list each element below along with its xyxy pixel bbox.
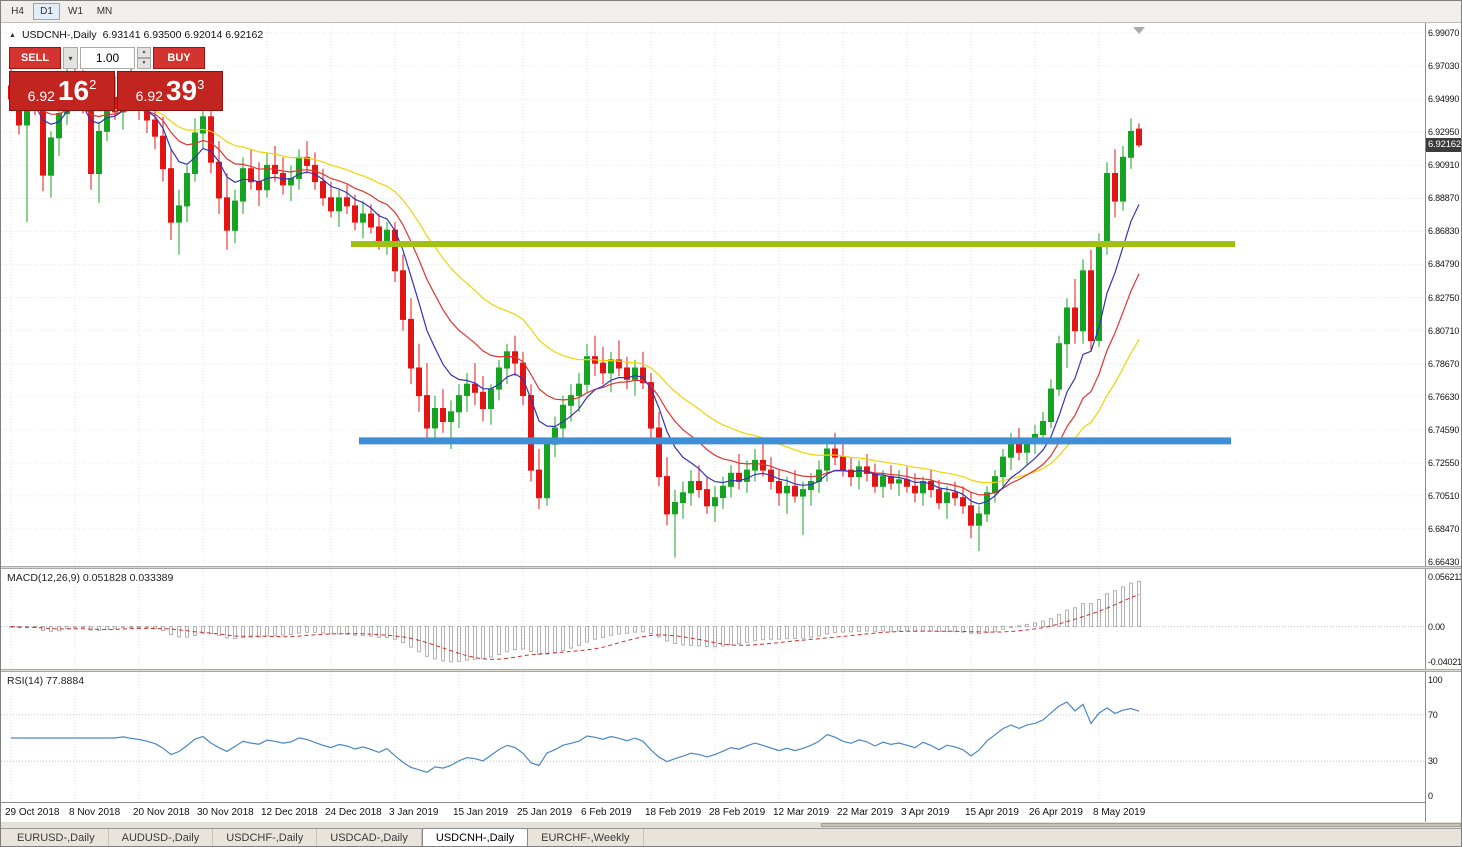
rsi-chart[interactable] <box>1 672 1425 802</box>
current-price-marker: 6.92162 <box>1426 138 1461 152</box>
ask-pip-digit: 3 <box>197 76 205 92</box>
price-axis-label: 6.84790 <box>1428 259 1460 269</box>
candlestick-chart[interactable] <box>1 23 1425 566</box>
macd-axis-label: 0.00 <box>1428 622 1445 632</box>
scrollbar-thumb[interactable] <box>821 823 1461 827</box>
timeframe-toolbar: H4 D1 W1 MN <box>1 1 1461 23</box>
volume-up-icon[interactable]: ▲ <box>137 47 151 58</box>
macd-indicator-panel[interactable]: MACD(12,26,9) 0.051828 0.033389 <box>1 569 1425 669</box>
time-axis-label: 28 Feb 2019 <box>709 807 766 818</box>
sell-price-button[interactable]: 6.92 16 2 <box>9 71 115 111</box>
price-axis-label: 6.66430 <box>1428 557 1460 567</box>
time-axis: 29 Oct 2018 8 Nov 2018 20 Nov 2018 30 Nov 2… <box>1 802 1425 822</box>
timeframe-d1-button[interactable]: D1 <box>33 3 60 20</box>
time-axis-label: 6 Feb 2019 <box>581 807 632 818</box>
time-axis-label: 30 Nov 2018 <box>197 807 254 818</box>
volume-input[interactable] <box>80 47 135 69</box>
ma-medium-line <box>10 98 1140 496</box>
horizontal-scrollbar[interactable] <box>1 822 1461 828</box>
timeframe-w1-button[interactable]: W1 <box>62 3 89 20</box>
ohlc-values: 6.93141 6.93500 6.92014 6.92162 <box>102 29 264 41</box>
chart-tab-bar: EURUSD-,Daily AUDUSD-,Daily USDCHF-,Dail… <box>1 828 1461 846</box>
time-axis-label: 15 Apr 2019 <box>965 807 1019 818</box>
tab-eurchf-weekly[interactable]: EURCHF-,Weekly <box>528 829 644 846</box>
price-axis-label: 6.92950 <box>1428 127 1460 137</box>
rsi-line <box>11 701 1140 773</box>
price-axis-label: 6.94990 <box>1428 94 1460 104</box>
volume-dropdown-icon[interactable]: ▾ <box>63 47 78 69</box>
time-axis-label: 3 Apr 2019 <box>901 807 950 818</box>
macd-indicator-label: MACD(12,26,9) 0.051828 0.033389 <box>7 572 174 584</box>
tab-usdcnh-daily[interactable]: USDCNH-,Daily <box>421 828 529 846</box>
collapse-trade-panel-icon[interactable]: ▲ <box>9 31 16 39</box>
macd-chart[interactable] <box>1 569 1425 669</box>
rsi-axis-label: 0 <box>1428 791 1433 801</box>
time-axis-label: 15 Jan 2019 <box>453 807 509 818</box>
time-axis-label: 24 Dec 2018 <box>325 807 382 818</box>
time-axis-label: 26 Apr 2019 <box>1029 807 1083 818</box>
price-axis-label: 6.90910 <box>1428 160 1460 170</box>
buy-button[interactable]: BUY <box>153 47 205 69</box>
macd-signal-line <box>10 593 1140 660</box>
macd-histogram <box>9 580 1141 663</box>
time-axis-label: 8 Nov 2018 <box>69 807 121 818</box>
volume-spinner: ▲ ▼ <box>137 47 151 69</box>
rsi-indicator-label: RSI(14) 77.8884 <box>7 675 85 687</box>
tab-eurusd-daily[interactable]: EURUSD-,Daily <box>4 829 109 846</box>
panel-splitter[interactable] <box>1 566 1461 569</box>
time-axis-label: 8 May 2019 <box>1093 807 1146 818</box>
price-axis-label: 6.97030 <box>1428 61 1460 71</box>
price-axis-label: 6.70510 <box>1428 491 1460 501</box>
time-axis-label: 18 Feb 2019 <box>645 807 702 818</box>
price-axis: 6.92162 6.99070 6.97030 6.94990 6.92950 6.90… <box>1425 23 1462 822</box>
price-axis-label: 6.86830 <box>1428 226 1460 236</box>
macd-axis-label: -0.040218 <box>1428 657 1462 667</box>
price-axis-label: 6.76630 <box>1428 392 1460 402</box>
symbol-period-label: USDCNH-,Daily <box>21 29 97 41</box>
time-axis-label: 12 Dec 2018 <box>261 807 318 818</box>
tab-usdcad-daily[interactable]: USDCAD-,Daily <box>317 829 422 846</box>
buy-price-button[interactable]: 6.92 39 3 <box>117 71 223 111</box>
time-axis-label: 12 Mar 2019 <box>773 807 830 818</box>
rsi-axis-label: 70 <box>1428 710 1438 720</box>
price-axis-label: 6.74590 <box>1428 425 1460 435</box>
ma-slow-line <box>10 98 1140 484</box>
tab-usdchf-daily[interactable]: USDCHF-,Daily <box>213 829 318 846</box>
timeframe-h4-button[interactable]: H4 <box>4 3 31 20</box>
price-chart-panel[interactable]: ▲ USDCNH-,Daily 6.93141 6.93500 6.92014 … <box>1 23 1425 566</box>
ask-prefix: 6.92 <box>135 88 163 104</box>
ma-fast-line <box>10 98 1140 505</box>
tab-audusd-daily[interactable]: AUDUSD-,Daily <box>109 829 214 846</box>
rsi-axis-label: 100 <box>1428 675 1443 685</box>
time-axis-label: 3 Jan 2019 <box>389 807 439 818</box>
price-axis-label: 6.82750 <box>1428 293 1460 303</box>
time-axis-label: 25 Jan 2019 <box>517 807 573 818</box>
time-axis-label: 29 Oct 2018 <box>5 807 60 818</box>
timeframe-mn-button[interactable]: MN <box>91 3 118 20</box>
volume-down-icon[interactable]: ▼ <box>137 58 151 69</box>
price-axis-label: 6.72550 <box>1428 458 1460 468</box>
ask-big-digits: 39 <box>165 75 198 106</box>
candles-layer <box>8 53 1142 558</box>
bid-prefix: 6.92 <box>27 88 55 104</box>
bid-pip-digit: 2 <box>89 76 97 92</box>
rsi-indicator-panel[interactable]: RSI(14) 77.8884 <box>1 672 1425 802</box>
time-axis-label: 20 Nov 2018 <box>133 807 190 818</box>
price-axis-label: 6.99070 <box>1428 28 1460 38</box>
panel-splitter[interactable] <box>1 669 1461 672</box>
sell-button[interactable]: SELL <box>9 47 61 69</box>
macd-axis-label: 0.056211 <box>1428 572 1462 582</box>
bid-big-digits: 16 <box>57 75 90 106</box>
chart-title: ▲ USDCNH-,Daily 6.93141 6.93500 6.92014 … <box>9 29 263 41</box>
rsi-axis-label: 30 <box>1428 756 1438 766</box>
price-axis-label: 6.78670 <box>1428 359 1460 369</box>
price-axis-label: 6.80710 <box>1428 326 1460 336</box>
time-axis-label: 22 Mar 2019 <box>837 807 894 818</box>
price-axis-label: 6.68470 <box>1428 524 1460 534</box>
price-axis-label: 6.88870 <box>1428 193 1460 203</box>
chart-shift-icon <box>1133 27 1145 34</box>
